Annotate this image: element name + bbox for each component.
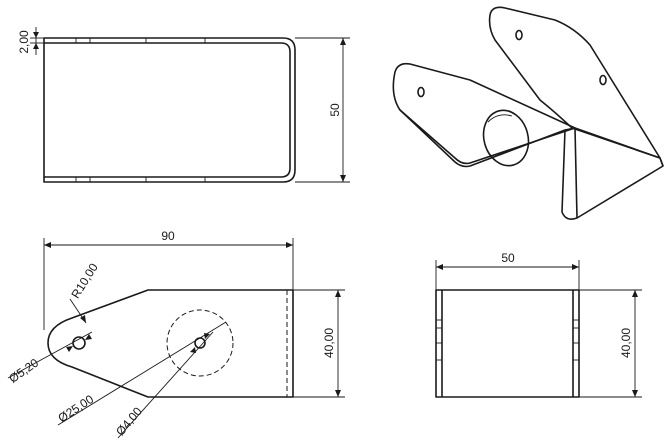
flat-mid-hole-label: Ø4,00 [113,404,145,438]
thickness-dimension: 2,00 [17,27,44,55]
iso-left-flange-edge [399,109,566,168]
flat-length-label: 90 [161,229,175,243]
iso-left-flange [392,62,576,165]
flat-large-hole-label: Ø25,00 [55,392,96,425]
side-height-label: 50 [328,103,342,117]
flat-width-dimension: 40,00 [293,289,345,398]
iso-base-edge [574,127,578,219]
end-view-bend-ticks [436,319,579,361]
iso-base [561,127,664,220]
flat-length-dimension: 90 [43,229,294,330]
end-view-outline [435,289,580,398]
end-view: 50 40,00 [435,251,642,398]
flat-outline [47,289,294,398]
flat-pattern-view: 90 R10,00 Ø5,20 Ø25,00 Ø4,00 [6,229,345,438]
iso-large-hole-depth [487,114,513,123]
thickness-label: 2,00 [17,30,31,54]
flat-radius-label: R10,00 [68,260,101,301]
side-view-bend-ticks [75,38,206,182]
iso-hole-left [417,86,425,98]
side-height-dimension: 50 [295,37,350,183]
end-width-dimension: 40,00 [579,289,642,398]
end-width-label: 40,00 [619,328,633,358]
end-length-label: 50 [501,251,515,265]
iso-hole-right-mid [599,74,607,86]
iso-hole-right-top [515,29,523,41]
end-length-dimension: 50 [435,251,580,290]
flat-small-hole-dimension: Ø5,20 [6,331,93,386]
side-view: 2,00 50 [17,27,350,183]
flat-small-hole-label: Ø5,20 [6,355,41,385]
side-view-profile-outer [43,37,296,183]
flat-small-hole [72,336,86,350]
flat-large-hole [166,309,234,377]
iso-large-hole [482,109,530,167]
side-view-profile-inner [44,42,291,178]
isometric-view [392,6,664,220]
flat-width-label: 40,00 [322,328,336,358]
